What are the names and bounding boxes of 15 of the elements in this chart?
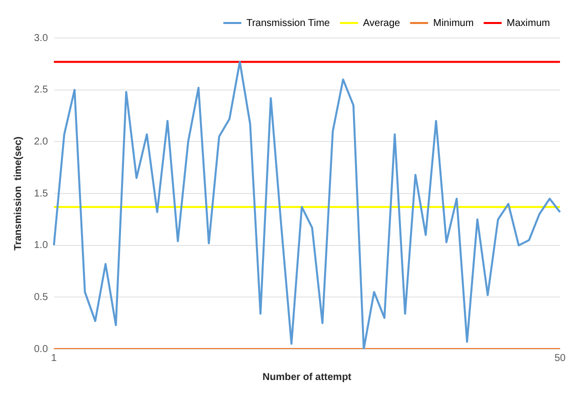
y-tick-label: 0.0 [34, 344, 48, 355]
legend-label: Maximum [506, 18, 550, 29]
x-tick-label: 50 [554, 352, 566, 364]
y-tick-label: 1.0 [34, 240, 48, 252]
x-axis-title: Number of attempt [262, 372, 352, 383]
y-tick-label: 1.5 [34, 188, 48, 200]
y-tick-label: 0.5 [34, 292, 48, 303]
y-axis-title: Transmission time(sec) [12, 136, 24, 250]
y-tick-label: 2.0 [34, 136, 48, 148]
legend-label: Minimum [433, 18, 474, 29]
y-tick-label: 3.0 [34, 32, 48, 44]
y-tick-label: 2.5 [34, 84, 48, 96]
legend-label: Transmission Time [246, 18, 330, 29]
x-tick-label: 1 [51, 352, 58, 364]
legend-label: Average [363, 18, 401, 29]
